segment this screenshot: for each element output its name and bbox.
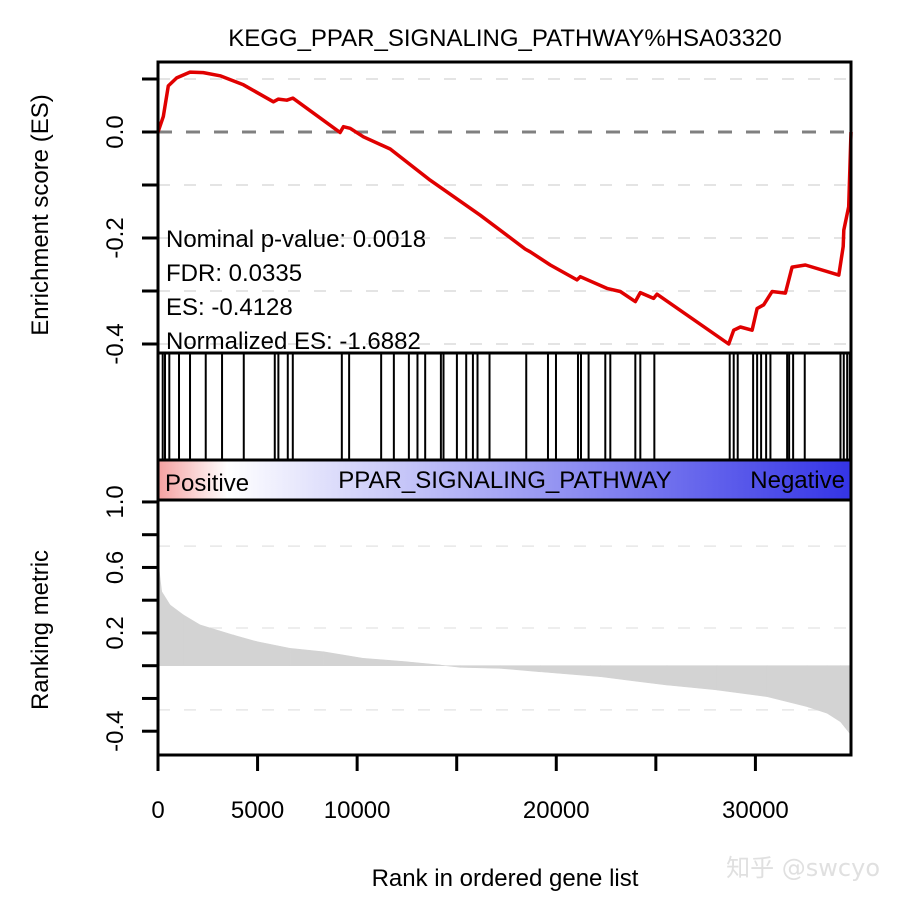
x-tick-label: 20000 [523, 797, 590, 824]
metric-y-tick-label: -0.4 [102, 711, 129, 752]
metric-bar-segment [169, 604, 184, 667]
es-curve-group [156, 70, 853, 346]
es-gridlines [158, 78, 851, 345]
metric-bar-segment [459, 665, 501, 669]
stat-line: FDR: 0.0335 [166, 260, 302, 287]
hit-markers [161, 354, 851, 460]
metric-bar-segment [806, 665, 828, 714]
metric-bar-segment [600, 665, 668, 686]
metric-bar-segment [666, 665, 718, 691]
es-y-tick-label: -0.2 [102, 217, 129, 258]
metric-y-tick-label: 0.2 [102, 616, 129, 649]
color-bar-negative-label: Negative [750, 467, 845, 494]
metric-y-tick-label: 0.6 [102, 551, 129, 584]
stat-line: Normalized ES: -1.6882 [166, 328, 421, 355]
metric-y-tick-label: 1.0 [102, 485, 129, 518]
metric-bar-segment [499, 665, 541, 673]
stat-line: ES: -0.4128 [166, 294, 293, 321]
metric-bar-segment [158, 571, 163, 667]
metric-bar-segment [323, 651, 364, 667]
x-tick-label: 0 [151, 797, 164, 824]
watermark: 知乎 @swcyo [726, 854, 880, 882]
x-tick-label: 5000 [231, 797, 284, 824]
metric-bar-segment [439, 664, 461, 668]
metric-bar-segment [406, 661, 441, 667]
metric-bar-segment [199, 624, 234, 667]
metric-bar-segment [766, 665, 808, 708]
hits-panel-frame [156, 351, 853, 462]
metric-bar-segment [363, 658, 408, 667]
es-curve [156, 70, 853, 346]
es-y-tick-label: -0.4 [102, 323, 129, 364]
metric-bar-segment [161, 590, 171, 667]
x-tick-label: 30000 [722, 797, 789, 824]
chart-title: KEGG_PPAR_SIGNALING_PATHWAY%HSA03320 [228, 25, 782, 52]
x-tick-label: 10000 [324, 797, 391, 824]
stats-text: Nominal p-value: 0.0018 FDR: 0.0335 ES: -0… [166, 226, 426, 355]
stat-line: Nominal p-value: 0.0018 [166, 226, 426, 253]
metric-bars [157, 564, 852, 737]
metric-bar-segment [256, 641, 291, 667]
metric-y-axis: 1.0 0.6 0.2 -0.4 [102, 485, 158, 752]
metric-gridlines [158, 545, 851, 711]
color-bar-positive-label: Positive [165, 470, 249, 497]
x-axis-title: Rank in ordered gene list [372, 865, 639, 892]
metric-bar-segment [826, 665, 841, 723]
x-axis: 0 5000 10000 20000 30000 [151, 753, 789, 824]
metric-bar-segment [840, 665, 851, 735]
metric-bar-segment [289, 648, 324, 667]
es-y-axis: 0.0 -0.2 -0.4 [102, 77, 158, 365]
es-y-axis-title: Enrichment score (ES) [27, 94, 54, 335]
metric-bar-segment [539, 665, 601, 677]
es-y-tick-label: 0.0 [102, 115, 129, 148]
metric-bar-segment [233, 634, 258, 667]
metric-y-axis-title: Ranking metric [27, 550, 54, 710]
color-bar-gene-set-label: PPAR_SIGNALING_PATHWAY [338, 467, 671, 494]
metric-bar-segment [183, 614, 201, 667]
metric-bar-segment [716, 665, 768, 697]
